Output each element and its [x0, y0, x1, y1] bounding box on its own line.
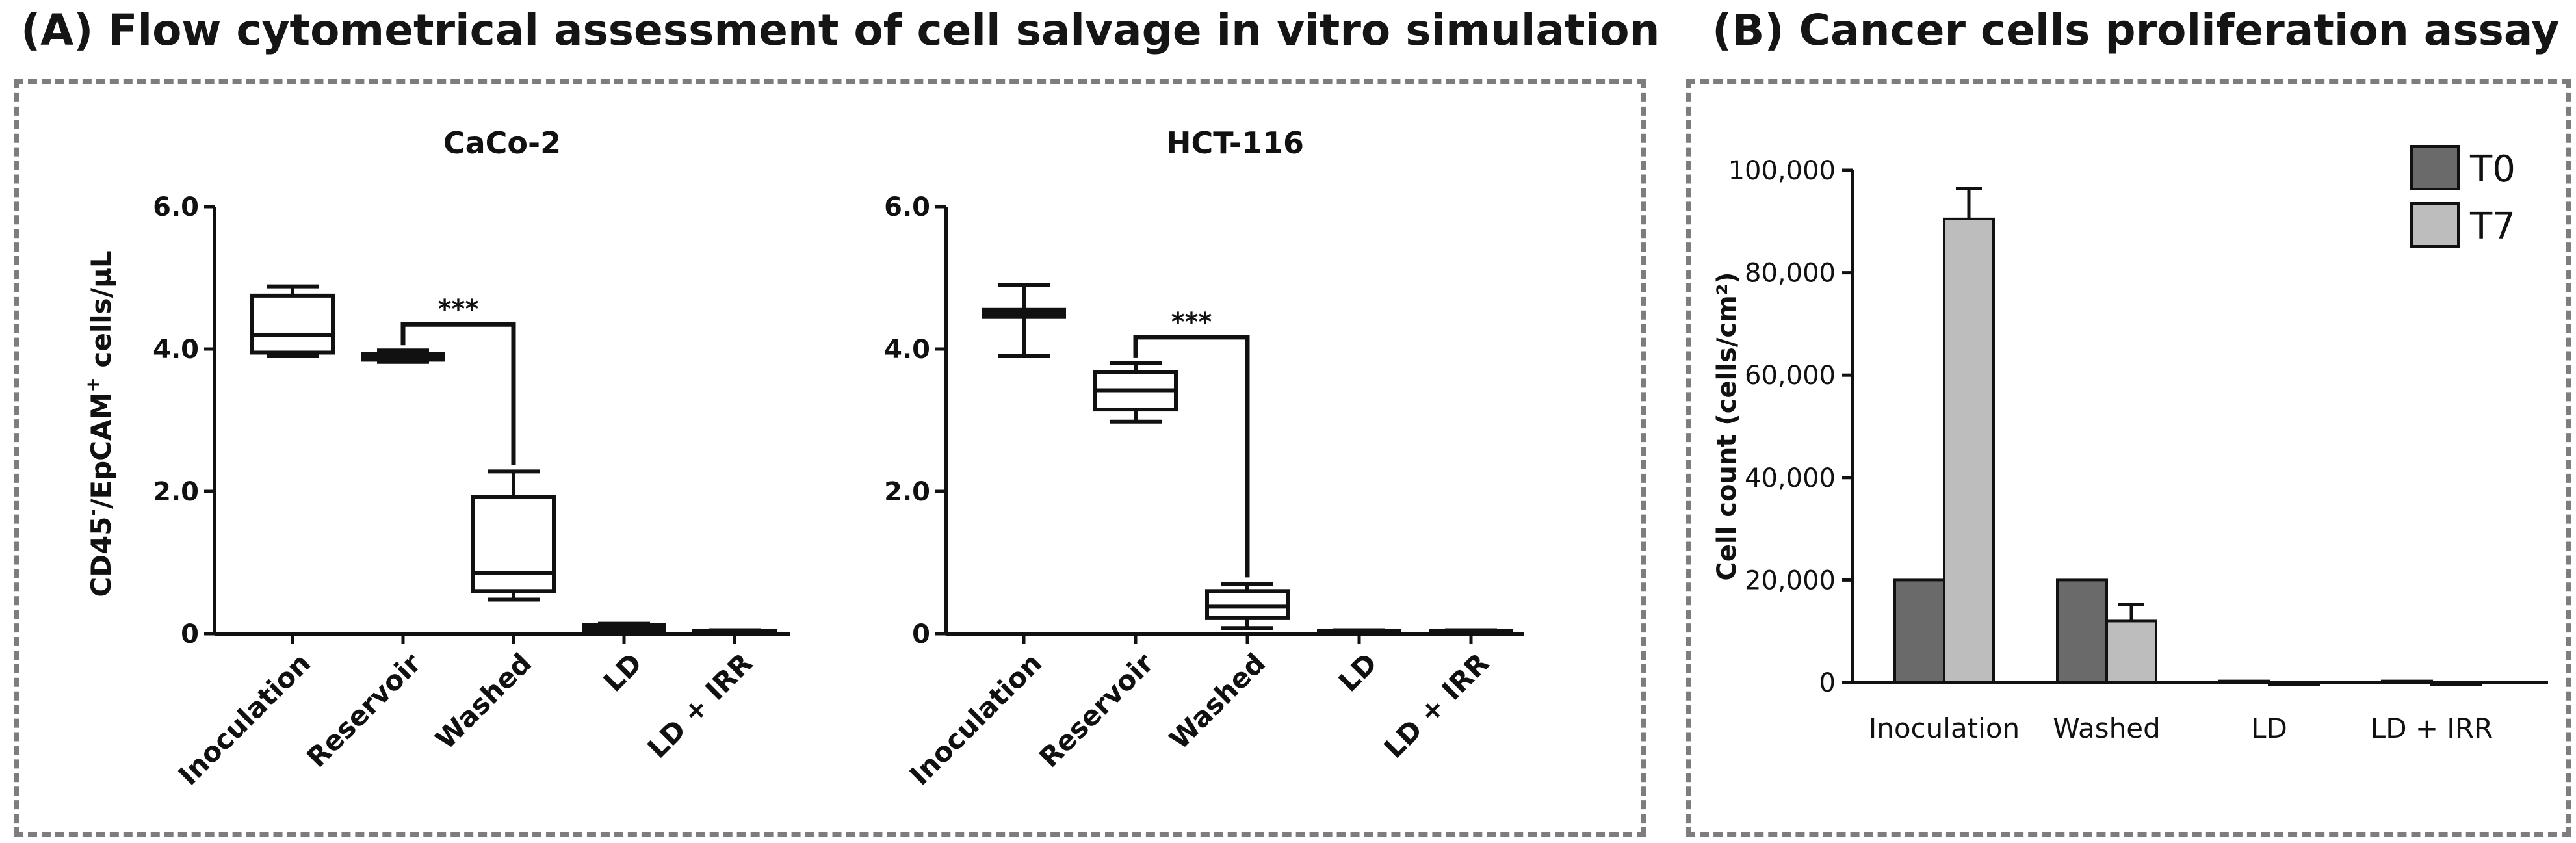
- hct116-significance-label: ***: [1171, 307, 1212, 337]
- caco2-x-tick-label: LD + IRR: [641, 647, 759, 764]
- prolif-y-tick-label: 20,000: [1745, 565, 1836, 595]
- proliferation-bar-chart: Cell count (cells/cm²) 0 20,000 40,000 60,00…: [1712, 145, 2548, 744]
- prolif-bar-t0-ld-irr: [2381, 679, 2433, 684]
- caco2-box-inoculation-iqr: [250, 293, 335, 355]
- prolif-y-tick-label: 100,000: [1728, 156, 1836, 186]
- prolif-bar-t0-ld: [2218, 679, 2270, 684]
- hct116-y-tick-label: 4.0: [884, 335, 930, 365]
- hct116-box-reservoir: [1093, 361, 1178, 424]
- prolif-x-tick-label-inoculation: Inoculation: [1869, 712, 2020, 744]
- caco2-box-washed: [471, 469, 556, 602]
- hct116-box-washed-iqr: [1205, 589, 1290, 620]
- caco2-y-tick-label: 2.0: [153, 477, 199, 507]
- caco2-significance-bracket: [400, 322, 516, 465]
- prolif-y-axis-label: Cell count (cells/cm²): [1712, 272, 1742, 580]
- caco2-x-tick-label: LD: [597, 647, 648, 697]
- caco2-chart-title: CaCo-2: [443, 125, 561, 161]
- hct116-box-washed: [1205, 582, 1290, 630]
- hct116-y-tick-label: 2.0: [884, 477, 930, 507]
- prolif-bar-t7-washed: [2105, 619, 2157, 684]
- caco2-significance-label: ***: [438, 294, 479, 324]
- caco2-y-tick-label: 0: [181, 619, 199, 649]
- prolif-bar-t7-ld: [2268, 681, 2320, 686]
- prolif-y-tick-label: 0: [1819, 668, 1836, 698]
- hct116-chart-title: HCT-116: [1166, 125, 1304, 161]
- prolif-bar-t0-inoculation: [1893, 578, 1945, 684]
- prolif-x-tick-label-ld: LD: [2251, 712, 2287, 744]
- hct116-x-tick-label: Reservoir: [1033, 647, 1160, 773]
- legend-swatch-t7: [2410, 202, 2460, 248]
- hct116-y-tick-label: 0: [912, 619, 930, 649]
- hct116-x-tick-label: LD: [1333, 647, 1383, 697]
- legend-label-t7: T7: [2469, 205, 2516, 248]
- caco2-y-tick-label: 6.0: [153, 192, 199, 222]
- prolif-y-tick-label: 80,000: [1745, 259, 1836, 289]
- hct116-y-tick-label: 6.0: [884, 192, 930, 222]
- caco2-y-tick-label: 4.0: [153, 335, 199, 365]
- hct116-x-tick-label: LD + IRR: [1377, 647, 1495, 764]
- caco2-box-washed-iqr: [471, 495, 556, 593]
- prolif-x-tick-label-washed: Washed: [2053, 712, 2161, 744]
- prolif-bar-t7-ld-irr: [2430, 681, 2482, 686]
- hct116-box-ld: [1317, 628, 1401, 636]
- caco2-box-reservoir: [361, 348, 445, 364]
- legend-label-t0: T0: [2469, 148, 2516, 190]
- caco2-box-ld-irr: [692, 628, 777, 636]
- prolif-y-tick-label: 40,000: [1745, 463, 1836, 493]
- prolif-x-tick-label-ld-irr: LD + IRR: [2371, 712, 2493, 744]
- caco2-y-axis-label: CD45-/EpCAM+ cells/µL: [82, 250, 117, 597]
- hct116-x-tick-label: Inoculation: [904, 647, 1048, 791]
- hct116-significance-bracket: [1133, 335, 1250, 578]
- prolif-bar-t7-inoculation: [1943, 217, 1995, 684]
- legend-swatch-t0: [2410, 145, 2460, 190]
- caco2-box-inoculation: [250, 284, 335, 358]
- prolif-bar-t0-washed: [2056, 578, 2108, 684]
- panel-b-heading: (B) Cancer cells proliferation assay: [1712, 5, 2560, 55]
- prolif-y-tick-label: 60,000: [1745, 361, 1836, 391]
- caco2-x-tick-label: Inoculation: [172, 647, 317, 791]
- panel-b-frame: [1686, 79, 2571, 837]
- hct116-box-ld-irr: [1429, 628, 1513, 636]
- panel-a-frame: [14, 79, 1646, 837]
- caco2-box-ld: [582, 621, 666, 634]
- panel-a-heading: (A) Flow cytometrical assessment of cell…: [21, 5, 1660, 55]
- hct116-box-inoculation: [982, 283, 1066, 358]
- caco2-x-tick-label: Washed: [429, 647, 538, 755]
- caco2-x-tick-label: Reservoir: [300, 647, 427, 773]
- hct116-x-tick-label: Washed: [1163, 647, 1271, 755]
